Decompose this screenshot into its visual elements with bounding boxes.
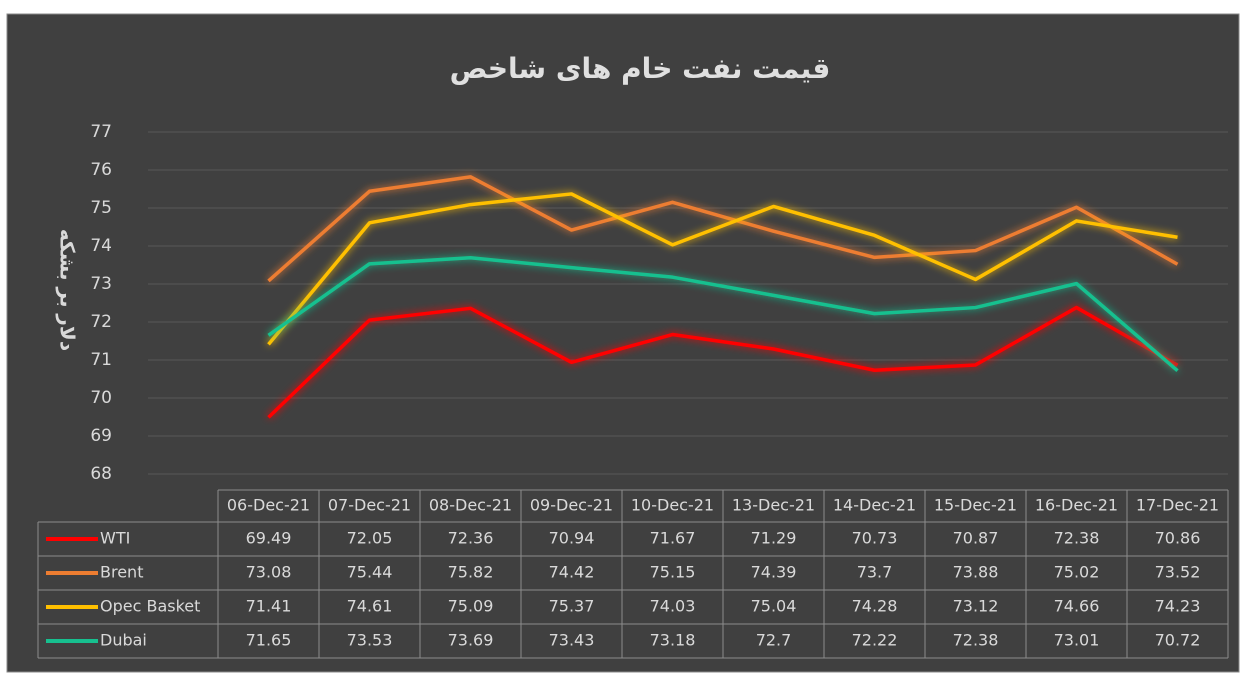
table-value: 71.65 (246, 631, 292, 650)
legend-label: Opec Basket (100, 597, 200, 616)
category-label: 07-Dec-21 (328, 496, 411, 515)
table-value: 73.12 (953, 597, 999, 616)
table-value: 72.7 (756, 631, 792, 650)
y-tick-label: 68 (90, 464, 112, 484)
table-value: 69.49 (246, 529, 292, 548)
table-value: 70.73 (852, 529, 898, 548)
table-value: 75.02 (1054, 563, 1100, 582)
table-value: 72.36 (448, 529, 494, 548)
table-value: 75.04 (751, 597, 797, 616)
table-value: 70.86 (1155, 529, 1201, 548)
table-value: 73.43 (549, 631, 595, 650)
table-value: 72.05 (347, 529, 393, 548)
table-value: 73.01 (1054, 631, 1100, 650)
series-line (267, 192, 1178, 346)
category-label: 08-Dec-21 (429, 496, 512, 515)
table-value: 70.94 (549, 529, 595, 548)
category-label: 06-Dec-21 (227, 496, 310, 515)
y-tick-label: 69 (90, 426, 112, 446)
table-value: 74.23 (1155, 597, 1201, 616)
table-value: 71.67 (650, 529, 696, 548)
legend-label: Brent (100, 563, 143, 582)
y-tick-label: 75 (90, 198, 112, 218)
y-tick-label: 77 (90, 122, 112, 142)
series-line (267, 175, 1179, 283)
table-value: 73.52 (1155, 563, 1201, 582)
category-label: 13-Dec-21 (732, 496, 815, 515)
y-tick-label: 72 (90, 312, 112, 332)
table-value: 71.29 (751, 529, 797, 548)
table-value: 73.69 (448, 631, 494, 650)
legend-label: Dubai (100, 631, 147, 650)
table-value: 74.03 (650, 597, 696, 616)
table-value: 73.53 (347, 631, 393, 650)
y-tick-label: 73 (90, 274, 112, 294)
series-line (267, 256, 1179, 372)
table-value: 71.41 (246, 597, 292, 616)
table-value: 74.39 (751, 563, 797, 582)
chart-background (6, 13, 1240, 673)
table-value: 74.42 (549, 563, 595, 582)
y-axis-label: دلار بر بشکه (56, 229, 80, 351)
table-value: 75.15 (650, 563, 696, 582)
table-value: 75.44 (347, 563, 393, 582)
table-value: 74.28 (852, 597, 898, 616)
table-value: 75.82 (448, 563, 494, 582)
table-value: 70.87 (953, 529, 999, 548)
table-value: 72.22 (852, 631, 898, 650)
y-tick-label: 70 (90, 388, 112, 408)
table-value: 70.72 (1155, 631, 1201, 650)
y-tick-label: 74 (90, 236, 112, 256)
category-label: 17-Dec-21 (1136, 496, 1219, 515)
table-value: 72.38 (953, 631, 999, 650)
table-value: 73.88 (953, 563, 999, 582)
category-label: 10-Dec-21 (631, 496, 714, 515)
table-value: 75.09 (448, 597, 494, 616)
category-label: 15-Dec-21 (934, 496, 1017, 515)
category-label: 16-Dec-21 (1035, 496, 1118, 515)
chart-title: قیمت نفت خام های شاخص (450, 52, 831, 85)
series-line (267, 305, 1179, 419)
category-label: 09-Dec-21 (530, 496, 613, 515)
table-value: 74.61 (347, 597, 393, 616)
table-value: 73.08 (246, 563, 292, 582)
y-tick-label: 71 (90, 350, 112, 370)
table-value: 72.38 (1054, 529, 1100, 548)
table-value: 75.37 (549, 597, 595, 616)
category-label: 14-Dec-21 (833, 496, 916, 515)
y-tick-label: 76 (90, 160, 112, 180)
legend-label: WTI (100, 529, 130, 548)
table-value: 73.18 (650, 631, 696, 650)
table-value: 73.7 (857, 563, 893, 582)
table-value: 74.66 (1054, 597, 1100, 616)
